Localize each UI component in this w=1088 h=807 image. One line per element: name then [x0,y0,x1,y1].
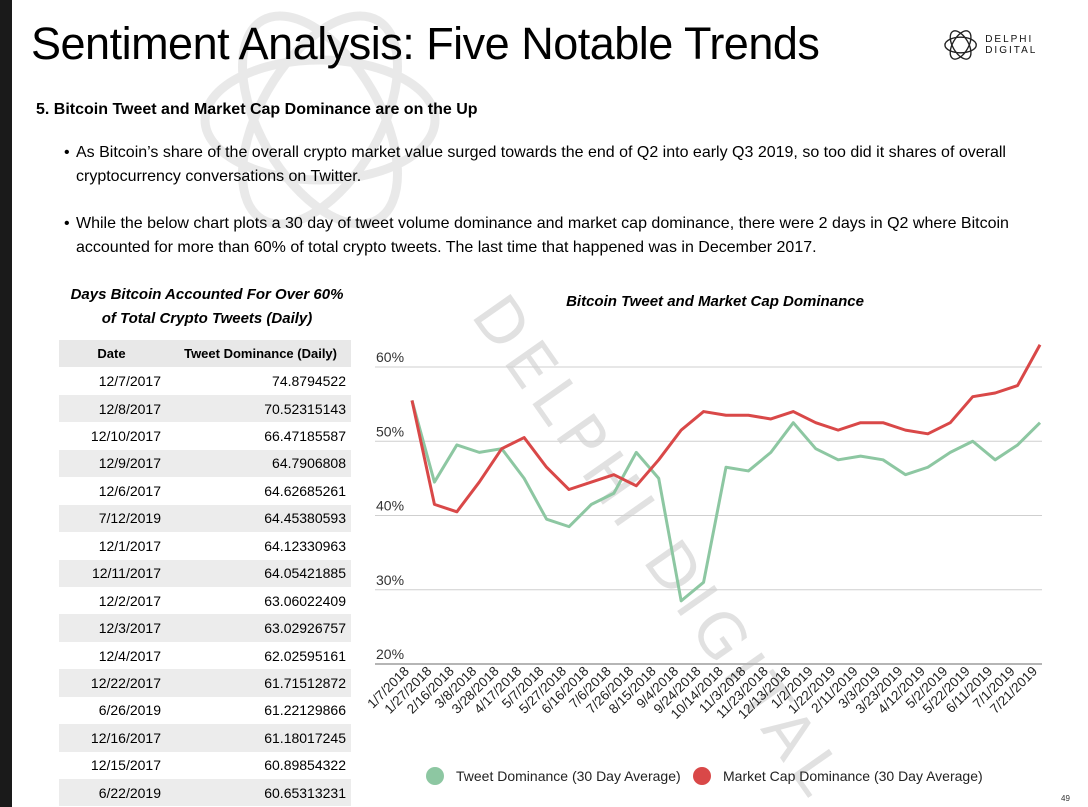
y-tick-label: 60% [376,349,404,365]
table-row: 12/6/2017 64.62685261 [59,477,351,504]
date-cell: 7/12/2019 [59,504,164,533]
table-row: 12/16/2017 61.18017245 [59,724,351,752]
dominance-cell: 60.89854322 [264,757,346,774]
column-header-date: Date [59,340,164,368]
legend-label: Tweet Dominance (30 Day Average) [456,768,681,784]
dominance-cell: 66.47185587 [264,428,346,445]
section-subheading: 5. Bitcoin Tweet and Market Cap Dominanc… [36,101,478,118]
legend-label: Market Cap Dominance (30 Day Average) [723,768,983,784]
table-title: Days Bitcoin Accounted For Over 60% of T… [62,283,352,331]
dominance-cell: 61.71512872 [164,669,351,697]
bullet-dot-icon: • [64,215,70,232]
bullet-text: While the below chart plots a 30 day of … [76,215,1009,256]
dominance-cell: 64.62685261 [264,482,346,499]
table-row: 12/22/2017 61.71512872 [59,669,351,697]
dominance-cell: 74.8794522 [272,373,346,390]
y-tick-label: 20% [376,646,404,662]
dominance-cell: 61.22129866 [264,702,346,719]
date-cell: 12/22/2017 [59,669,164,697]
bullet-item: • As Bitcoin’s share of the overall cryp… [64,141,1024,189]
dominance-cell: 64.45380593 [164,504,351,533]
bullet-text: As Bitcoin’s share of the overall crypto… [76,144,1006,185]
date-cell: 12/9/2017 [59,449,164,478]
table-row: 12/7/2017 74.8794522 [59,367,351,394]
date-cell: 12/16/2017 [59,724,164,752]
date-cell: 12/15/2017 [90,757,161,774]
table-header-row: Date Tweet Dominance (Daily) [59,340,351,368]
delphi-logo-icon [944,30,977,60]
table-row: 12/11/2017 64.05421885 [59,559,351,587]
table-row: 12/2/2017 63.06022409 [59,587,351,614]
legend-marker [693,767,711,785]
dominance-table: Date Tweet Dominance (Daily) 12/7/2017 74… [59,340,351,807]
date-cell: 12/6/2017 [98,482,161,499]
column-header-dominance: Tweet Dominance (Daily) [164,340,351,368]
date-cell: 12/11/2017 [59,559,164,587]
table-row: 6/26/2019 61.22129866 [59,697,351,724]
table-row: 12/9/2017 64.7906808 [59,449,351,478]
date-cell: 12/10/2017 [90,428,161,445]
table-row: 7/12/2019 64.45380593 [59,504,351,533]
logo-text: DELPHI DIGITAL [985,34,1038,56]
chart-title: Bitcoin Tweet and Market Cap Dominance [566,293,864,310]
series-line-market-cap-dominance [410,344,1042,514]
table-row: 12/8/2017 70.52315143 [59,394,351,423]
series-line-tweet-dominance [410,400,1042,603]
dominance-cell: 64.05421885 [164,559,351,587]
table-title-line: Days Bitcoin Accounted For Over 60% [70,286,344,303]
legend-marker [426,767,444,785]
brand-logo: DELPHI DIGITAL [942,26,1088,64]
dominance-cell: 63.02926757 [164,614,351,642]
dominance-cell: 64.7906808 [164,449,351,478]
dominance-cell: 63.06022409 [264,592,346,609]
table-row: 12/1/2017 64.12330963 [59,532,351,559]
table-row: 6/22/2019 60.65313231 [59,779,351,807]
dominance-cell: 62.02595161 [264,647,346,664]
date-cell: 12/2/2017 [98,592,161,609]
y-tick-label: 40% [376,498,404,514]
table-row: 12/15/2017 60.89854322 [59,752,351,779]
date-cell: 6/22/2019 [59,779,164,807]
table-row: 12/4/2017 62.02595161 [59,642,351,669]
date-cell: 12/4/2017 [98,647,161,664]
bullet-dot-icon: • [64,144,70,161]
table-row: 12/10/2017 66.47185587 [59,422,351,449]
page-title: Sentiment Analysis: Five Notable Trends [31,18,820,69]
table-row: 12/3/2017 63.02926757 [59,614,351,642]
left-edge-bar [0,0,12,807]
dominance-cell: 70.52315143 [164,394,351,423]
date-cell: 12/1/2017 [98,537,161,554]
dominance-cell: 60.65313231 [164,779,351,807]
date-cell: 6/26/2019 [98,702,161,719]
dominance-cell: 64.12330963 [264,537,346,554]
date-cell: 12/7/2017 [98,373,161,390]
table-title-line: of Total Crypto Tweets (Daily) [101,310,313,327]
y-tick-label: 50% [376,423,404,439]
dominance-cell: 61.18017245 [164,724,351,752]
bullet-item: • While the below chart plots a 30 day o… [64,212,1024,260]
date-cell: 12/3/2017 [59,614,164,642]
date-cell: 12/8/2017 [59,394,164,423]
y-tick-label: 30% [376,572,404,588]
page-number: 49 [1061,794,1070,803]
dominance-line-chart: 20%30%40%50%60%1/7/20181/27/20182/16/201… [364,344,1042,785]
